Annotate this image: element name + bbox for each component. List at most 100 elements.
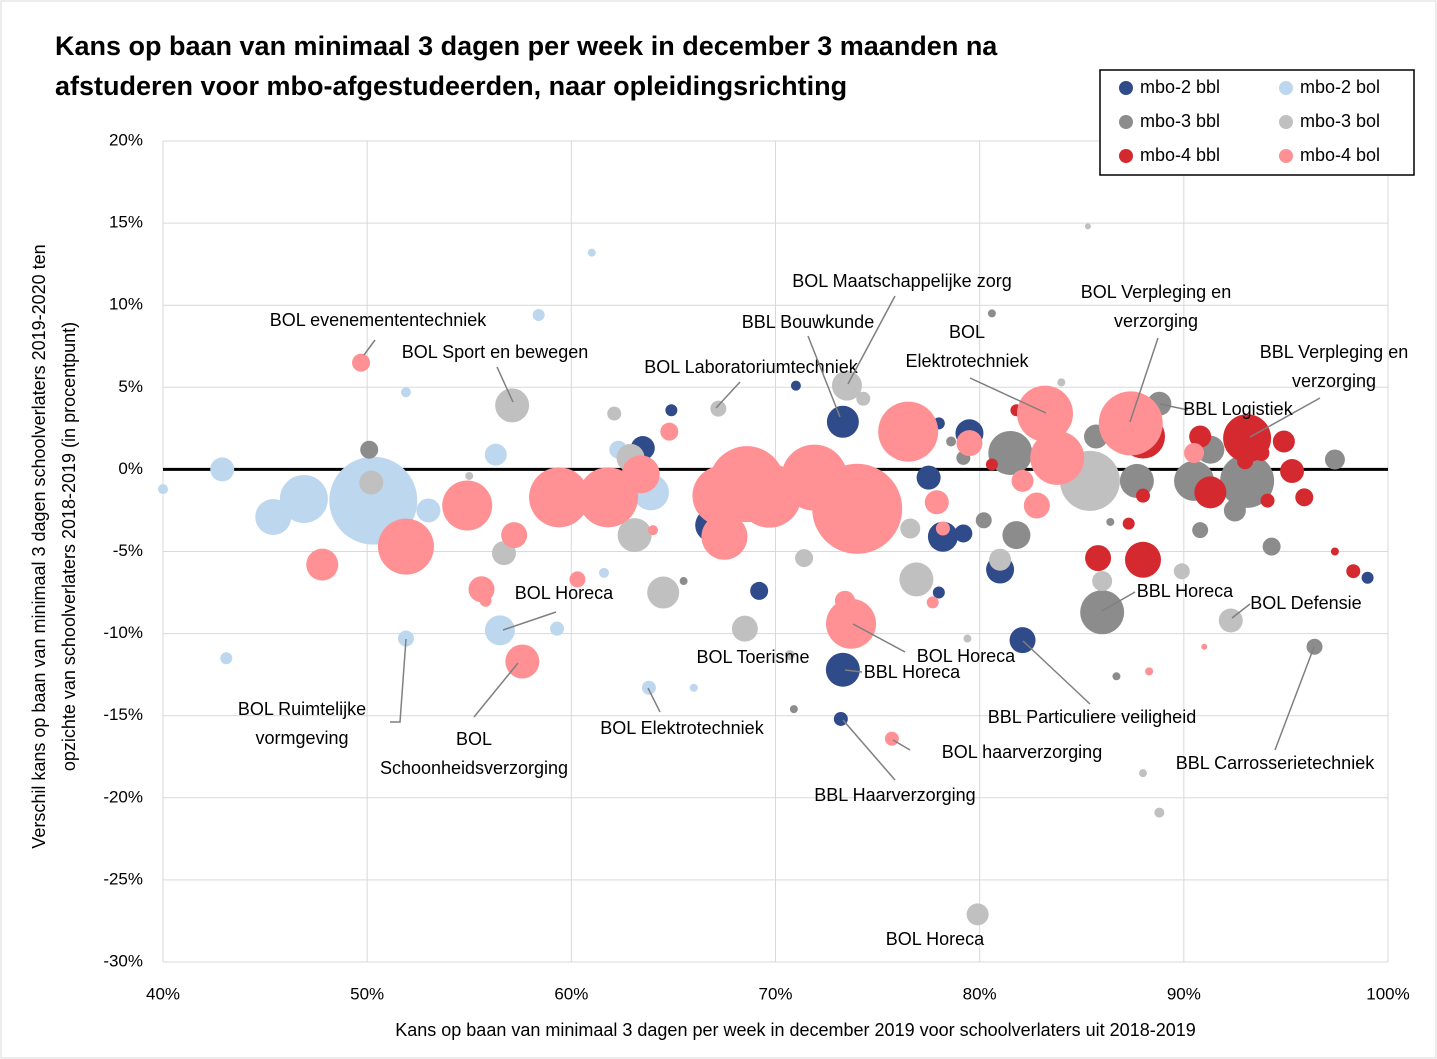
y-tick-label: 15% (109, 213, 143, 232)
bubble (1306, 638, 1323, 655)
bubble (900, 518, 921, 539)
leader-line (969, 377, 1047, 414)
x-axis-label: Kans op baan van minimaal 3 dagen per we… (395, 1020, 1196, 1040)
bubble (578, 467, 639, 528)
bubble (1346, 564, 1361, 579)
y-tick-label: -30% (103, 951, 143, 970)
bubble (790, 380, 801, 391)
bubble (660, 422, 679, 441)
leader-line (363, 339, 376, 356)
annotation-halo: BOL evenemententechniek (270, 310, 487, 330)
legend-label: mbo-3 bbl (1140, 111, 1220, 131)
bubble (1280, 459, 1305, 484)
legend-label: mbo-2 bol (1300, 77, 1380, 97)
bubble (987, 309, 996, 318)
bubble (220, 652, 233, 665)
leader-line (1022, 640, 1091, 705)
annotation-halo: BOL Horeca (886, 929, 985, 949)
bubble (648, 525, 658, 536)
bubble (501, 522, 528, 549)
legend-marker (1279, 149, 1293, 163)
bubble (975, 512, 992, 529)
bubble (665, 404, 678, 417)
bubble (479, 594, 492, 607)
bubble (505, 644, 540, 679)
leader-line (473, 662, 519, 718)
leader-line (1249, 397, 1321, 438)
bubble (1085, 545, 1112, 572)
annotation-halo: BOL Verpleging en (1081, 282, 1231, 302)
bubble (569, 571, 586, 588)
bubble (789, 705, 798, 714)
bubble (1011, 469, 1034, 492)
bubble (1220, 453, 1275, 508)
bubble (587, 248, 596, 257)
annotation-halo: verzorging (1292, 371, 1376, 391)
leader-line (847, 295, 896, 385)
leader-line (1129, 337, 1159, 423)
bubble (1295, 488, 1314, 507)
bubble (1253, 444, 1270, 461)
legend-box (1099, 69, 1415, 176)
series (359, 223, 1243, 926)
y-axis-label: Verschil kans op baan van minimaal 3 dag… (29, 244, 49, 848)
bubble (916, 415, 933, 432)
x-tick-label: 90% (1167, 984, 1201, 1003)
bubble (750, 581, 769, 600)
bubble (1227, 435, 1246, 454)
legend-label: mbo-3 bol (1300, 111, 1380, 131)
bubble (306, 548, 339, 581)
annotation-halo: BBL Bouwkunde (742, 312, 874, 332)
annotation-halo: BOL Elektrotechniek (600, 718, 764, 738)
annotation-halo: BBL Haarverzorging (814, 785, 975, 805)
bubble (989, 548, 1012, 571)
bubble (359, 470, 384, 495)
series (306, 353, 1208, 746)
bubble (279, 474, 328, 523)
bubble (1223, 499, 1246, 522)
x-tick-label: 50% (350, 984, 384, 1003)
bubble (1136, 488, 1150, 503)
bubble (1324, 449, 1345, 470)
bubble (1201, 643, 1208, 650)
leader-line (892, 739, 911, 751)
bubble (532, 309, 545, 322)
bubble (927, 521, 958, 552)
annotation-halo: BOL Defensie (1250, 593, 1361, 613)
bubble (1139, 769, 1147, 778)
bubble (988, 430, 1033, 475)
bubble (599, 567, 609, 578)
bubble (1125, 541, 1161, 578)
bubble (352, 353, 371, 372)
bubble (916, 465, 941, 490)
bubble (1057, 378, 1066, 387)
bubble (400, 387, 411, 398)
annotation-halo: BOL Maatschappelijke zorg (792, 271, 1011, 291)
chart-title: afstuderen voor mbo-afgestudeerden, naar… (55, 71, 847, 101)
bubble (1023, 492, 1050, 519)
annotation-halo: BBL Logistiek (1183, 399, 1293, 419)
annotation-halo: BBL Particuliere veiligheid (988, 707, 1196, 727)
bubble (1184, 442, 1205, 463)
x-tick-label: 40% (146, 984, 180, 1003)
leader-line (496, 366, 514, 403)
bubble (1260, 493, 1275, 508)
annotation-halo: BOL (456, 729, 492, 749)
bubble (878, 401, 939, 462)
bubble (416, 498, 441, 523)
y-axis-label: opzichte van schoolverlaters 2018-2019 (… (59, 322, 79, 771)
bubble (1098, 391, 1163, 456)
bubble (731, 615, 758, 642)
bubble (932, 586, 945, 599)
bubble (1092, 571, 1113, 592)
legend-marker (1119, 115, 1133, 129)
leader-line (1101, 591, 1136, 612)
bubble (495, 388, 530, 423)
annotation-halo: Elektrotechniek (905, 351, 1029, 371)
leader-line (390, 638, 407, 723)
bubble (1112, 672, 1121, 681)
bubble (689, 683, 698, 692)
legend: mbo-2 bbl mbo-2 bol mbo-3 bbl mbo-3 bol mbo-… (1099, 69, 1415, 176)
bubble (607, 406, 622, 421)
x-tick-label: 80% (963, 984, 997, 1003)
